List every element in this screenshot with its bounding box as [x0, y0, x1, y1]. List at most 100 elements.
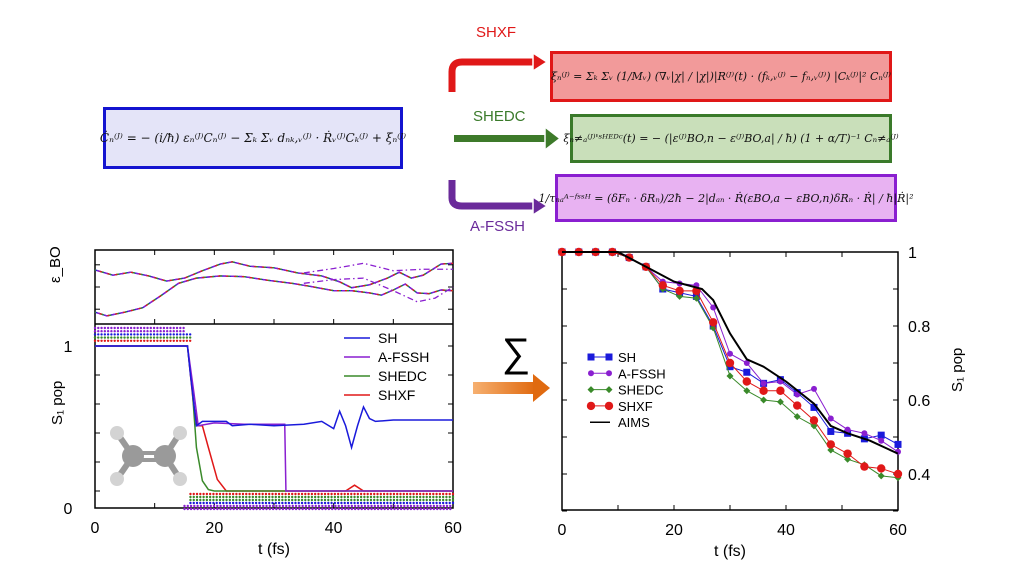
trajectory-dot [382, 495, 386, 499]
legend-marker [586, 401, 596, 411]
trajectory-dot [239, 507, 242, 511]
trajectory-dot [313, 501, 317, 505]
trajectory-dot [337, 504, 340, 508]
trajectory-dot [409, 492, 412, 496]
trajectory-dot [271, 501, 274, 505]
trajectory-dot [277, 495, 281, 499]
trajectory-dot [252, 504, 255, 508]
trajectory-dot [435, 504, 439, 508]
trajectory-dot [432, 504, 436, 508]
trajectory-dot [188, 333, 192, 336]
trajectory-dot [179, 326, 182, 330]
trajectory-dot [382, 492, 386, 496]
trajectory-dot [304, 501, 307, 505]
trajectory-dot [116, 330, 120, 333]
trajectory-dot [426, 504, 429, 508]
trajectory-dot [432, 501, 435, 505]
trajectory-dot [405, 501, 409, 505]
trajectory-dot [438, 501, 442, 505]
trajectory-dot [363, 501, 366, 505]
trajectory-dot [208, 498, 212, 502]
trajectory-dot [120, 326, 123, 330]
trajectory-dot [208, 495, 212, 499]
line-sh [562, 251, 899, 445]
trajectory-dot [399, 504, 403, 508]
trajectory-dot [333, 501, 337, 505]
trajectory-dot [113, 339, 116, 342]
trajectory-dot [199, 498, 202, 502]
trajectory-dot [290, 495, 294, 499]
trajectory-dot [175, 336, 179, 339]
trajectory-dot [268, 504, 272, 508]
energy-curve [94, 275, 454, 317]
trajectory-dot [422, 507, 426, 511]
trajectory-dot [258, 498, 261, 502]
trajectory-dot [179, 339, 182, 342]
trajectory-dot [120, 330, 123, 333]
trajectory-dot [369, 501, 373, 505]
trajectory-dot [139, 339, 143, 342]
legend-marker [587, 353, 595, 361]
trajectory-dot [186, 504, 189, 508]
trajectory-dot [317, 501, 320, 505]
trajectory-dot [330, 498, 333, 502]
trajectory-dot [206, 504, 209, 508]
x-tick-label: 40 [777, 522, 795, 539]
trajectory-dot [274, 498, 277, 502]
trajectory-dot [136, 326, 139, 330]
trajectory-dot [235, 507, 239, 511]
trajectory-dot [169, 333, 172, 336]
trajectory-dot [162, 326, 166, 330]
trajectory-dot [228, 495, 232, 499]
trajectory-dot [126, 330, 130, 333]
point-shxf [893, 469, 903, 479]
legend-label: SHXF [378, 387, 415, 403]
x-tick-label: 20 [205, 520, 223, 537]
trajectory-dot [359, 492, 363, 496]
trajectory-dot [386, 495, 389, 499]
trajectory-dot [415, 498, 419, 502]
point-shxf [742, 377, 751, 386]
trajectory-dot [406, 504, 409, 508]
trajectory-dot [346, 498, 350, 502]
trajectory-dot [392, 501, 396, 505]
left-bottom-ylabel: S₁ pop [49, 381, 66, 425]
trajectory-dot [159, 333, 162, 336]
trajectory-dot [416, 507, 419, 511]
trajectory-dot [343, 492, 346, 496]
trajectory-dot [248, 498, 251, 502]
trajectory-dot [435, 498, 438, 502]
shxf-arrow-label: SHXF [476, 24, 517, 41]
trajectory-dot [139, 326, 143, 330]
trajectory-dot [428, 501, 432, 505]
legend-marker [605, 353, 613, 361]
trajectory-dot [405, 492, 409, 496]
trajectory-dot [212, 504, 216, 508]
trajectory-dot [238, 495, 241, 499]
trajectory-dot [202, 504, 206, 508]
trajectory-dot [346, 501, 350, 505]
afssh-equation-box: 1/τₙₐᴬ⁻ᶠˢˢᴴ = (δFₙ · δRₙ)/2ħ − 2|dₐₙ · Ṙ… [539, 174, 913, 222]
trajectory-dot [212, 498, 215, 502]
trajectory-dot [350, 507, 354, 511]
trajectory-dot [386, 507, 390, 511]
legend-label: AIMS [618, 415, 650, 430]
shedc-equation-box: ξₙ≠ₐ⁽ᴶ⁾'ˢᴴᴱᴰᶜ(t) = − (|ε⁽ᴶ⁾BO,n − ε⁽ᴶ⁾BO… [563, 114, 899, 163]
trajectory-dot [334, 504, 337, 508]
trajectory-dot [346, 495, 350, 499]
trajectory-dot [366, 495, 369, 499]
trajectory-dot [106, 333, 110, 336]
trajectory-dot [353, 495, 356, 499]
trajectory-dot [123, 339, 126, 342]
trajectory-dot [390, 504, 393, 508]
trajectory-dot [451, 498, 455, 502]
point-shxf [826, 440, 835, 449]
point-shxf [860, 462, 869, 471]
trajectory-dot [205, 498, 209, 502]
trajectory-dot [275, 504, 278, 508]
trajectory-dot [113, 330, 116, 333]
trajectory-dot [304, 495, 307, 499]
trajectory-dot [399, 492, 402, 496]
trajectory-dot [97, 336, 100, 339]
trajectory-dot [277, 492, 281, 496]
